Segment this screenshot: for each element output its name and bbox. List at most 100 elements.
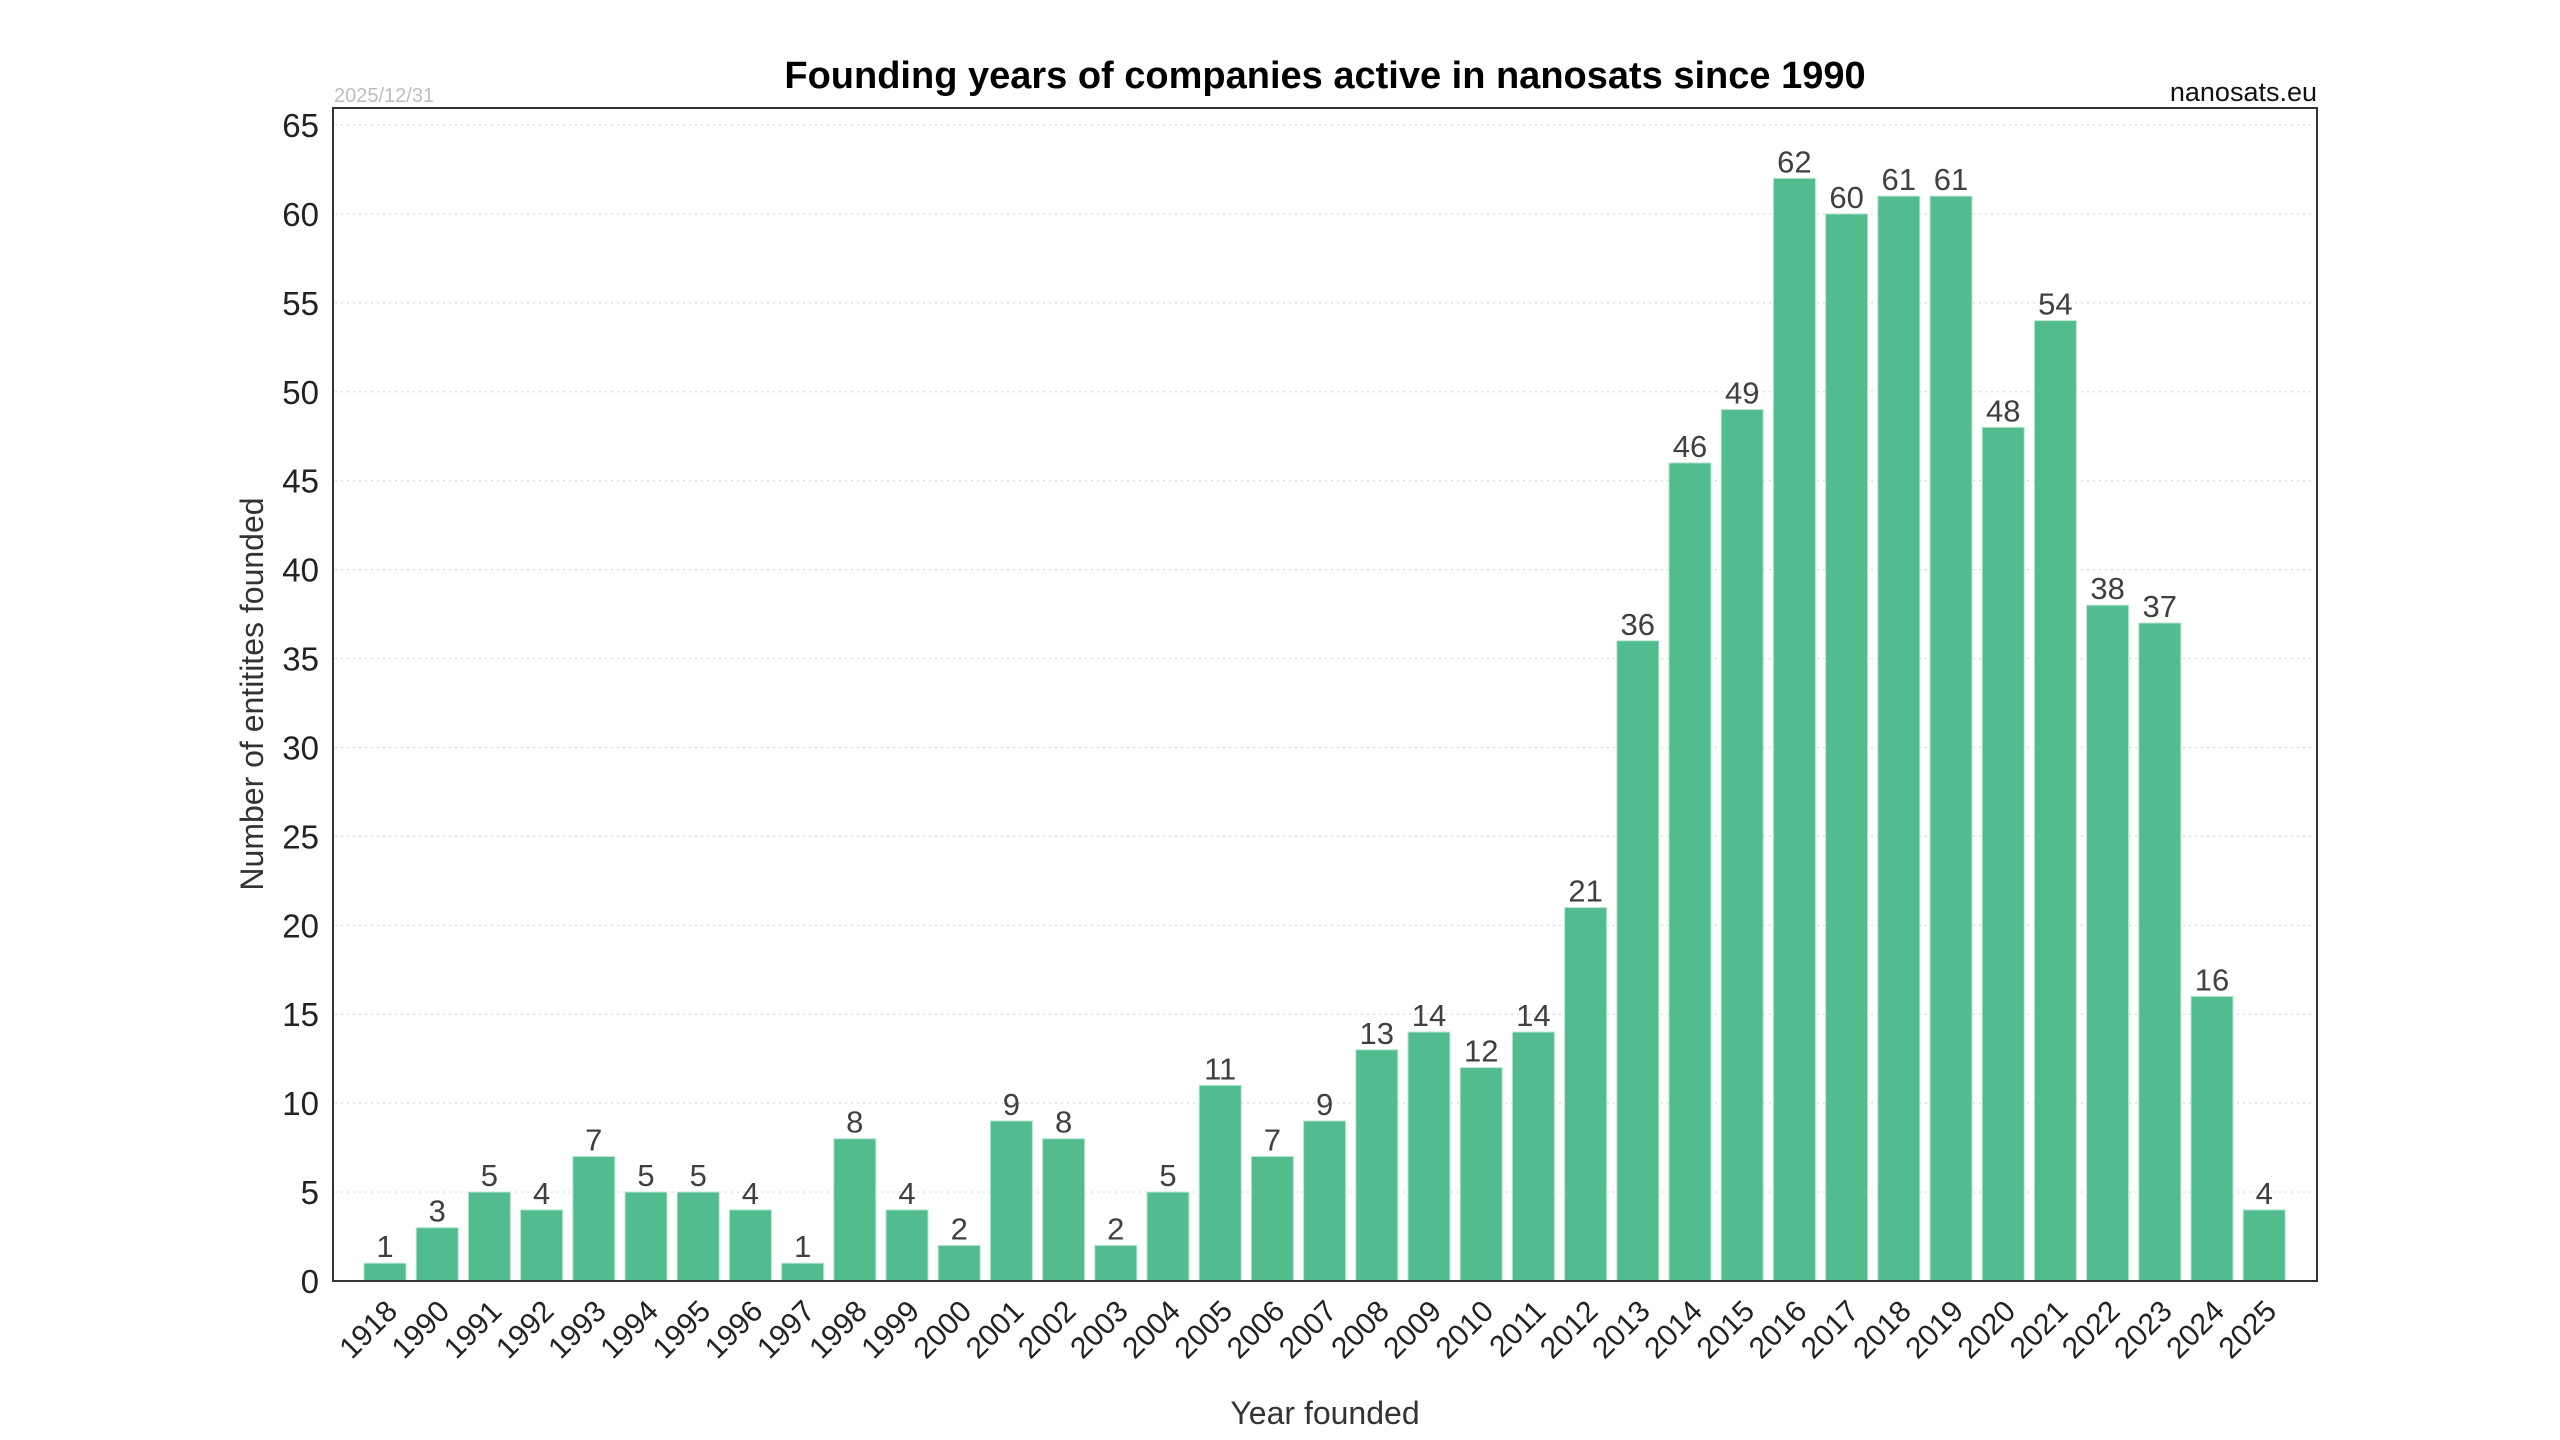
bar-2021 <box>2033 320 2077 1282</box>
bar-2001 <box>989 1120 1033 1282</box>
bar-value-label: 1 <box>794 1229 811 1264</box>
bar-2000 <box>937 1244 981 1282</box>
bar-value-label: 62 <box>1777 144 1811 179</box>
x-tick-label: 2024 <box>2160 1295 2231 1366</box>
x-tick-label: 2001 <box>960 1295 1031 1366</box>
bar-2013 <box>1616 640 1660 1282</box>
x-tick-label: 1995 <box>647 1295 718 1366</box>
x-tick-label: 2015 <box>1691 1295 1762 1366</box>
y-tick-label: 20 <box>282 907 319 944</box>
bar-1995 <box>676 1191 720 1282</box>
bar-value-label: 2 <box>1107 1211 1124 1246</box>
source-label: nanosats.eu <box>2170 77 2317 107</box>
x-tick-label: 1990 <box>386 1295 457 1366</box>
y-tick-label: 65 <box>282 107 319 144</box>
bar-2010 <box>1459 1067 1503 1282</box>
bar-value-label: 16 <box>2195 962 2229 997</box>
x-tick-label: 2013 <box>1586 1295 1657 1366</box>
bar-2018 <box>1877 195 1921 1282</box>
x-tick-label: 1996 <box>699 1295 770 1366</box>
y-tick-label: 0 <box>301 1263 319 1300</box>
x-tick-label: 2009 <box>1377 1295 1448 1366</box>
x-tick-label: 2000 <box>908 1295 979 1366</box>
bar-2017 <box>1825 213 1869 1282</box>
x-tick-label: 2004 <box>1116 1295 1187 1366</box>
bar-2009 <box>1407 1031 1451 1282</box>
x-tick-label: 1918 <box>333 1295 404 1366</box>
bar-value-label: 4 <box>742 1176 759 1211</box>
x-tick-label: 2005 <box>1169 1295 1240 1366</box>
y-tick-label: 25 <box>282 818 319 855</box>
bar-1996 <box>728 1209 772 1282</box>
bar-2012 <box>1564 907 1608 1282</box>
x-tick-label: 1991 <box>438 1295 509 1366</box>
bar-value-label: 49 <box>1725 376 1759 411</box>
gridlines <box>335 124 2315 1193</box>
x-tick-label: 2007 <box>1273 1295 1344 1366</box>
bar-2020 <box>1981 426 2025 1282</box>
bar-value-label: 9 <box>1003 1087 1020 1122</box>
bar-value-label: 13 <box>1360 1016 1394 1051</box>
x-tick-label: 2022 <box>2056 1295 2127 1366</box>
x-tick-label: 2025 <box>2213 1295 2284 1366</box>
x-tick-label: 2006 <box>1221 1295 1292 1366</box>
x-tick-label: 1999 <box>855 1295 926 1366</box>
bar-value-label: 7 <box>585 1123 602 1158</box>
bar-2014 <box>1668 462 1712 1282</box>
bar-1994 <box>624 1191 668 1282</box>
bar-value-label: 4 <box>533 1176 550 1211</box>
bar-value-label: 8 <box>846 1105 863 1140</box>
bar-1999 <box>885 1209 929 1282</box>
y-tick-label: 35 <box>282 641 319 678</box>
bar-2023 <box>2138 622 2182 1282</box>
y-axis-title: Number of entitites founded <box>234 497 270 890</box>
bar-2025 <box>2242 1209 2286 1282</box>
y-axis-ticks: 0 5 10 15 20 25 30 35 40 45 50 55 60 65 <box>282 107 319 1300</box>
bar-value-label: 5 <box>481 1158 498 1193</box>
x-axis-title: Year founded <box>1230 1395 1419 1431</box>
bar-value-label: 48 <box>1986 393 2020 428</box>
bar-2015 <box>1720 409 1764 1282</box>
bar-1992 <box>520 1209 564 1282</box>
bar-value-label: 3 <box>429 1194 446 1229</box>
x-tick-label: 2014 <box>1638 1295 1709 1366</box>
bar-value-label: 61 <box>1934 162 1968 197</box>
bar-value-label: 5 <box>690 1158 707 1193</box>
bar-2024 <box>2190 995 2234 1282</box>
x-tick-label: 1997 <box>751 1295 822 1366</box>
bar-2007 <box>1303 1120 1347 1282</box>
bar-2019 <box>1929 195 1973 1282</box>
bar-2004 <box>1146 1191 1190 1282</box>
bar-value-label: 9 <box>1316 1087 1333 1122</box>
y-tick-label: 15 <box>282 996 319 1033</box>
bar-value-label: 4 <box>898 1176 915 1211</box>
y-tick-label: 5 <box>301 1174 319 1211</box>
x-tick-label: 2012 <box>1534 1295 1605 1366</box>
x-axis-ticks: 1918199019911992199319941995199619971998… <box>333 1295 2283 1366</box>
x-tick-label: 2020 <box>1952 1295 2023 1366</box>
x-tick-label: 2016 <box>1743 1295 1814 1366</box>
y-tick-label: 30 <box>282 729 319 766</box>
bar-2008 <box>1355 1049 1399 1282</box>
y-tick-label: 45 <box>282 463 319 500</box>
bar-value-label: 37 <box>2143 589 2177 624</box>
y-tick-label: 55 <box>282 285 319 322</box>
bar-2002 <box>1042 1138 1086 1282</box>
x-tick-label: 2017 <box>1795 1295 1866 1366</box>
y-tick-label: 10 <box>282 1085 319 1122</box>
x-tick-label: 2023 <box>2108 1295 2179 1366</box>
bar-1998 <box>833 1138 877 1282</box>
bar-value-label: 61 <box>1882 162 1916 197</box>
bar-value-label: 11 <box>1204 1051 1236 1086</box>
y-tick-label: 50 <box>282 374 319 411</box>
bar-value-label: 14 <box>1516 998 1550 1033</box>
bars <box>363 177 2286 1282</box>
x-tick-label: 2010 <box>1430 1295 1501 1366</box>
bar-value-label: 4 <box>2256 1176 2273 1211</box>
bar-1993 <box>572 1156 616 1282</box>
bar-1990 <box>415 1227 459 1282</box>
bar-value-label: 54 <box>2038 287 2072 322</box>
x-tick-label: 2019 <box>1899 1295 1970 1366</box>
y-tick-label: 40 <box>282 552 319 589</box>
